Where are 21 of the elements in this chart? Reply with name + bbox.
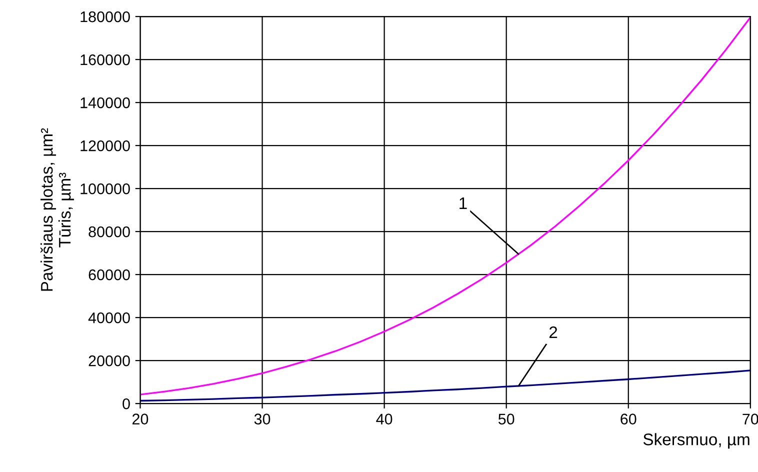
y-tick-label: 80000 — [88, 226, 130, 238]
y-tick-label: 180000 — [80, 11, 130, 22]
x-tick-label: 60 — [620, 414, 636, 425]
x-tick-label: 20 — [132, 414, 148, 425]
line-series — [140, 370, 750, 402]
y-tick-label: 140000 — [80, 97, 130, 108]
x-axis-title: Skersmuo, µm — [643, 433, 750, 449]
y-tick-label: 40000 — [88, 312, 130, 324]
x-tick-label: 40 — [376, 414, 392, 425]
y-tick-label: 60000 — [88, 269, 130, 280]
x-tick-label: 70 — [742, 414, 758, 425]
x-tick-label: 30 — [254, 414, 270, 425]
y-axis-title: Paviršiaus plotas, µm² Tūris, µm³ — [40, 128, 74, 291]
y-tick-label: 160000 — [80, 54, 130, 66]
x-tick-label: 50 — [498, 414, 514, 425]
y-tick-label: 120000 — [80, 140, 130, 152]
y-tick-label: 20000 — [88, 355, 130, 366]
annotation: 1 — [460, 198, 467, 209]
y-tick-label: 0 — [122, 398, 130, 410]
annotation: 2 — [549, 326, 558, 338]
y-tick-label: 100000 — [80, 183, 130, 194]
